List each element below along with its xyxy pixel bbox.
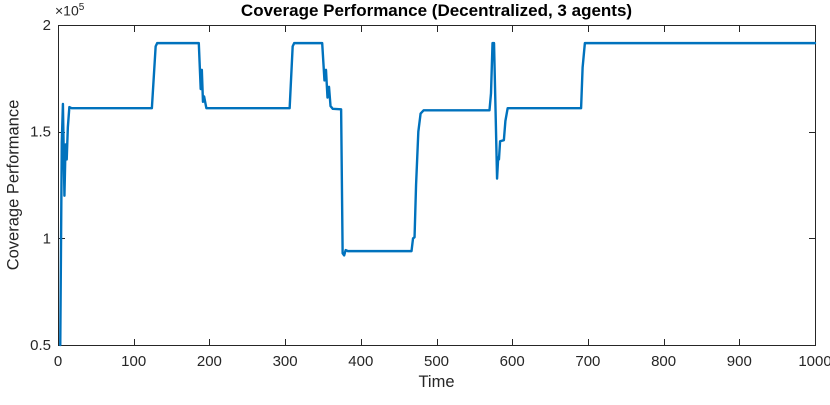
x-tick-label: 100 <box>121 353 146 370</box>
multiplier-base: ×10 <box>55 2 79 19</box>
multiplier-exponent: 5 <box>78 2 85 13</box>
y-tick-label: 1 <box>43 230 51 247</box>
x-tick-label: 200 <box>197 353 222 370</box>
y-tick-label: 2 <box>43 17 51 34</box>
x-tick-label: 400 <box>348 353 373 370</box>
x-tick-label: 1000 <box>798 353 830 370</box>
x-tick-labels: 0 100 200 300 400 500 600 700 800 900 1000 <box>54 353 830 370</box>
x-tick-label: 800 <box>651 353 676 370</box>
x-tick-label: 500 <box>424 353 449 370</box>
x-tick-label: 600 <box>500 353 525 370</box>
series-line <box>59 41 817 347</box>
x-tick-label: 0 <box>54 353 62 370</box>
x-tick-label: 900 <box>727 353 752 370</box>
x-axis-label: Time <box>418 373 455 391</box>
y-tick-label: 0.5 <box>30 337 51 354</box>
x-tick-label: 700 <box>575 353 600 370</box>
y-tick-label: 1.5 <box>30 124 51 141</box>
axis-ticks <box>58 25 816 346</box>
y-tick-labels: 0.5 1 1.5 2 <box>30 17 51 354</box>
plot-box <box>58 25 816 346</box>
y-axis-multiplier: ×105 <box>55 2 84 19</box>
x-tick-label: 300 <box>273 353 298 370</box>
chart-title: Coverage Performance (Decentralized, 3 a… <box>240 1 633 20</box>
